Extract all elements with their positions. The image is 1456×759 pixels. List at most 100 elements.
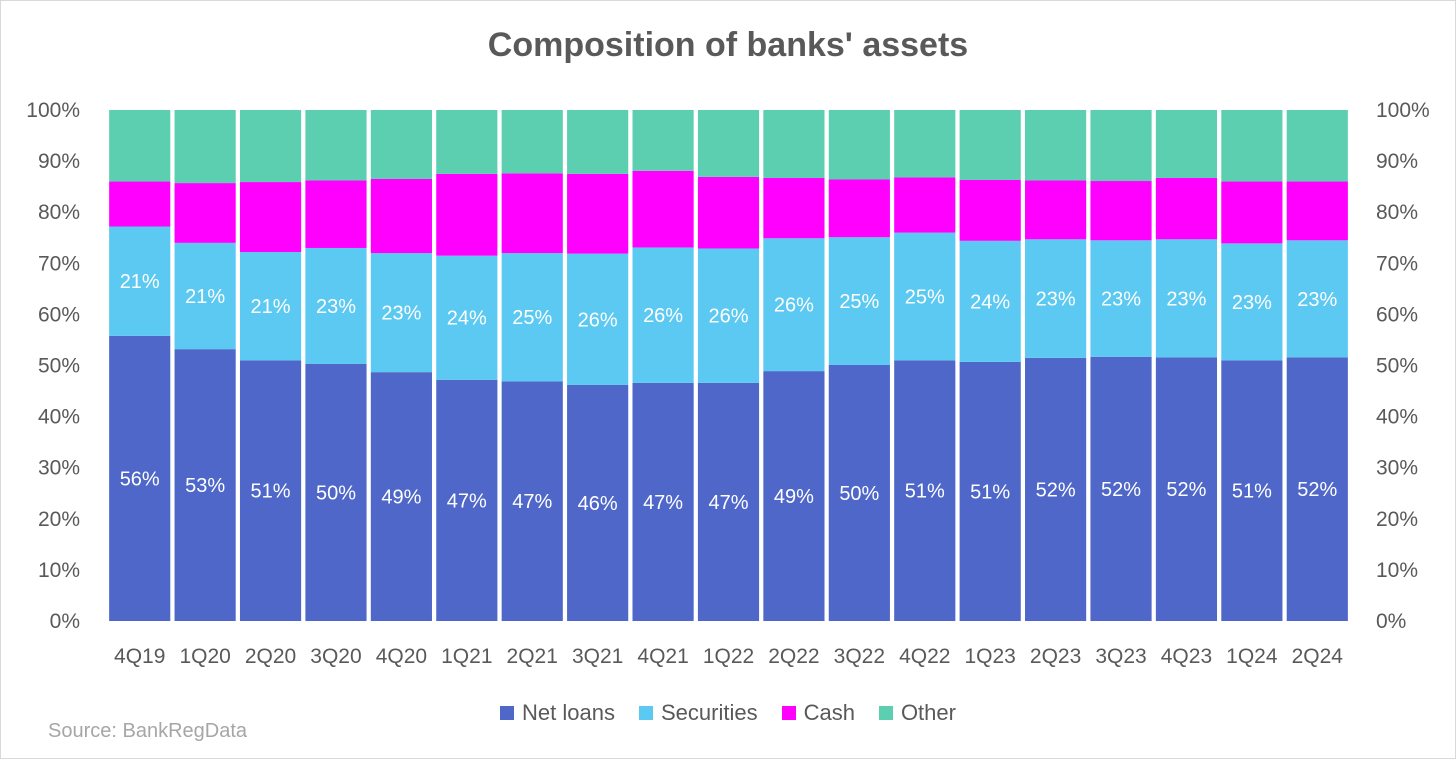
bar-segment: [697, 382, 760, 621]
legend-label: Cash: [803, 700, 855, 725]
bar-segment: [567, 110, 629, 174]
bar-segment: [697, 248, 760, 383]
legend-item: Securities: [638, 700, 758, 726]
bar-segment: [501, 110, 563, 174]
data-label: 49%: [381, 487, 421, 509]
data-label: 51%: [970, 481, 1010, 503]
data-label: 51%: [1232, 481, 1272, 503]
bar-segment: [1286, 110, 1348, 182]
y-tick-label-left: 40%: [38, 406, 80, 429]
data-label: 23%: [1297, 289, 1337, 311]
legend-swatch: [638, 706, 653, 720]
y-tick-label-left: 10%: [38, 559, 80, 582]
data-label: 52%: [1166, 479, 1206, 501]
data-label: 26%: [708, 306, 748, 328]
data-label: 49%: [774, 486, 814, 508]
y-tick-label-right: 40%: [1376, 406, 1418, 429]
bar-segment: [763, 110, 825, 178]
x-tick-label: 4Q19: [114, 645, 165, 668]
bar-segment: [697, 110, 760, 177]
x-tick-label: 2Q21: [507, 645, 558, 668]
x-tick-label: 2Q22: [768, 645, 819, 668]
bar-segment: [567, 253, 629, 385]
bar-segment: [894, 232, 956, 361]
bar-segment: [239, 360, 302, 621]
y-tick-label-right: 90%: [1376, 150, 1418, 173]
bar-segment: [828, 237, 890, 365]
bar-segment: [174, 183, 236, 243]
y-tick-label-left: 0%: [50, 610, 80, 633]
data-label: 23%: [1101, 289, 1141, 311]
x-tick-label: 2Q20: [245, 645, 296, 668]
legend-swatch: [781, 706, 796, 720]
bar-segment: [239, 110, 302, 183]
chart-legend: Net loans Securities Cash Other: [0, 700, 1456, 726]
data-label: 21%: [120, 271, 160, 293]
bar-segment: [1155, 177, 1218, 240]
y-tick-label-left: 70%: [38, 252, 80, 275]
data-label: 52%: [1101, 479, 1141, 501]
y-tick-label-left: 90%: [38, 150, 80, 173]
data-label: 21%: [251, 296, 291, 318]
bar-segment: [109, 181, 171, 227]
y-tick-label-right: 70%: [1376, 252, 1418, 275]
legend-swatch: [500, 706, 515, 720]
data-label: 23%: [316, 296, 356, 318]
data-label: 47%: [512, 491, 552, 513]
bar-segment: [305, 180, 367, 248]
data-label: 47%: [708, 492, 748, 514]
bar-segment: [632, 110, 694, 171]
data-label: 24%: [447, 308, 487, 330]
data-label: 26%: [578, 309, 618, 331]
bar-segment: [305, 247, 367, 364]
bar-segment: [370, 178, 432, 254]
data-label: 24%: [970, 291, 1010, 313]
bar-segment: [1025, 110, 1087, 181]
bar-segment: [828, 110, 890, 180]
y-tick-label-right: 10%: [1376, 559, 1418, 582]
bar-segment: [1155, 110, 1218, 178]
data-label: 52%: [1036, 479, 1076, 501]
x-tick-label: 1Q23: [964, 645, 1015, 668]
bar-segment: [567, 384, 629, 621]
x-tick-label: 1Q21: [441, 645, 492, 668]
y-tick-label-left: 50%: [38, 355, 80, 378]
bar-segment: [632, 382, 694, 621]
bar-segment: [109, 110, 171, 182]
bar-segment: [501, 253, 563, 382]
bar-segment: [1090, 110, 1152, 182]
bar-segment: [894, 110, 956, 178]
data-label: 26%: [774, 295, 814, 317]
data-label: 52%: [1297, 479, 1337, 501]
bar-segment: [239, 252, 302, 361]
bar-segment: [959, 110, 1021, 181]
x-tick-label: 2Q24: [1292, 645, 1344, 668]
bar-segment: [959, 361, 1021, 621]
bar-segment: [501, 381, 563, 621]
bar-segment: [763, 238, 825, 372]
bar-segment: [305, 110, 367, 181]
bar-segment: [959, 180, 1021, 241]
x-tick-label: 3Q21: [572, 645, 623, 668]
data-label: 56%: [120, 468, 160, 490]
bar-segment: [501, 173, 563, 254]
data-label: 51%: [251, 481, 291, 503]
y-tick-label-right: 80%: [1376, 201, 1418, 224]
bar-segment: [763, 371, 825, 621]
bar-segment: [174, 110, 236, 184]
legend-item: Cash: [781, 700, 855, 726]
y-tick-label-left: 100%: [26, 99, 80, 122]
bar-segment: [436, 173, 498, 256]
bar-segment: [109, 226, 171, 336]
bar-segment: [1286, 357, 1348, 621]
legend-item: Other: [878, 700, 956, 726]
bar-segment: [436, 110, 498, 174]
legend-swatch: [878, 706, 893, 720]
data-label: 46%: [578, 493, 618, 515]
source-note: Source: BankRegData: [48, 720, 248, 742]
data-label: 51%: [905, 481, 945, 503]
bar-segment: [1155, 239, 1218, 358]
y-tick-label-right: 20%: [1376, 508, 1418, 531]
bar-segment: [436, 255, 498, 380]
x-tick-label: 3Q20: [310, 645, 361, 668]
